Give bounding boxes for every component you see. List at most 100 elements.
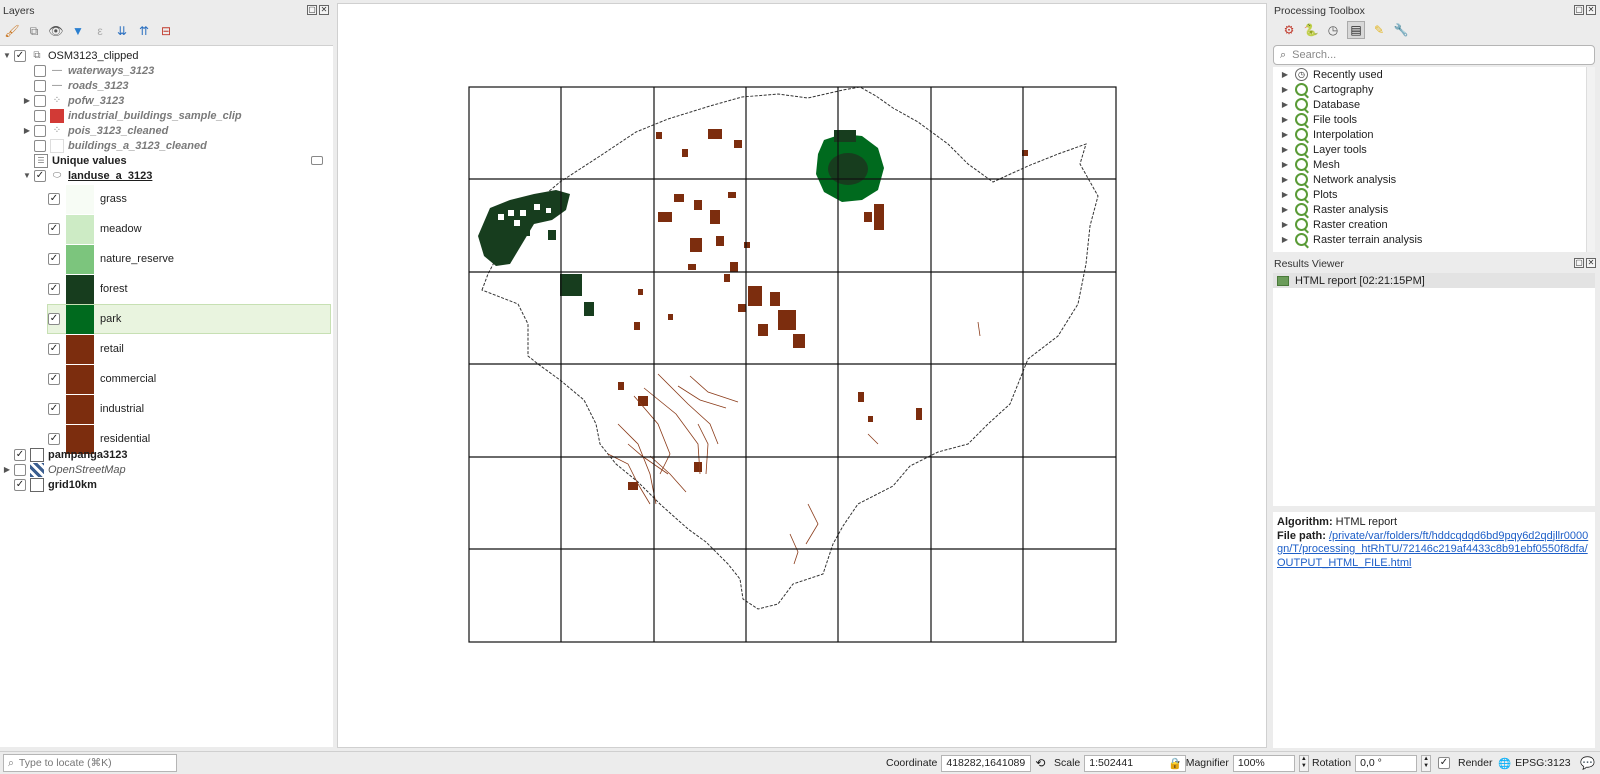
legend-item-industrial[interactable]: ✓ industrial: [48, 394, 331, 424]
toolbox-item-interpolation[interactable]: ▶ Interpolation: [1273, 127, 1595, 142]
legend-checkbox[interactable]: ✓: [48, 283, 60, 295]
legend-checkbox[interactable]: ✓: [48, 373, 60, 385]
legend-checkbox[interactable]: ✓: [48, 343, 60, 355]
coordinate-field[interactable]: 418282,1641089: [941, 754, 1032, 772]
expand-arrow-icon[interactable]: ▶: [3, 465, 11, 474]
expand-arrow-icon[interactable]: ▶: [1281, 70, 1289, 79]
float-panel-icon[interactable]: ▢: [1574, 258, 1584, 268]
expand-arrow-icon[interactable]: ▶: [23, 126, 31, 135]
toolbox-item-raster-creation[interactable]: ▶ Raster creation: [1273, 217, 1595, 232]
layer-group-osm3123[interactable]: ▼ ✓ ⧉ OSM3123_clipped: [0, 48, 139, 63]
layer-checkbox[interactable]: [34, 139, 46, 152]
visibility-eye-icon[interactable]: 👁: [48, 24, 64, 38]
legend-checkbox[interactable]: ✓: [48, 193, 60, 205]
layer-checkbox[interactable]: ✓: [14, 478, 26, 491]
layer-buildings[interactable]: buildings_a_3123_cleaned: [20, 138, 207, 153]
messages-icon[interactable]: 💬: [1580, 756, 1595, 770]
locator-search-input[interactable]: ⌕ Type to locate (⌘K): [3, 754, 177, 772]
legend-checkbox[interactable]: ✓: [48, 223, 60, 235]
edit-features-icon[interactable]: ✎: [1373, 23, 1385, 37]
rotation-spinner[interactable]: ▲ ▼: [1421, 754, 1432, 772]
expand-all-icon[interactable]: ⇊: [116, 24, 128, 38]
expand-arrow-icon[interactable]: ▶: [1281, 205, 1289, 214]
layer-checkbox[interactable]: ✓: [14, 49, 26, 62]
close-panel-icon[interactable]: ✕: [1586, 258, 1596, 268]
expand-arrow-icon[interactable]: ▶: [1281, 100, 1289, 109]
toolbox-item-mesh[interactable]: ▶ Mesh: [1273, 157, 1595, 172]
toolbox-search-input[interactable]: ⌕ Search...: [1273, 45, 1595, 65]
expand-arrow-icon[interactable]: ▶: [1281, 85, 1289, 94]
lock-icon[interactable]: 🔒: [1168, 757, 1182, 770]
float-panel-icon[interactable]: ▢: [1574, 5, 1584, 15]
expand-arrow-icon[interactable]: ▶: [1281, 130, 1289, 139]
expand-arrow-icon[interactable]: ▶: [1281, 175, 1289, 184]
crs-group[interactable]: 🌐 EPSG:3123: [1498, 754, 1571, 772]
toolbox-item-raster-analysis[interactable]: ▶ Raster analysis: [1273, 202, 1595, 217]
options-wrench-icon[interactable]: 🔧: [1393, 23, 1409, 37]
layer-roads[interactable]: — roads_3123: [20, 78, 129, 93]
legend-item-commercial[interactable]: ✓ commercial: [48, 364, 331, 394]
legend-checkbox[interactable]: ✓: [48, 433, 60, 445]
layer-checkbox[interactable]: [34, 94, 46, 107]
legend-checkbox[interactable]: ✓: [48, 313, 60, 325]
toolbox-item-recently-used[interactable]: ▶ ◷ Recently used: [1273, 67, 1595, 82]
toolbox-item-layer-tools[interactable]: ▶ Layer tools: [1273, 142, 1595, 157]
layer-industrial-buildings[interactable]: industrial_buildings_sample_clip: [20, 108, 242, 123]
layer-pofw[interactable]: ▶ ⁘ pofw_3123: [20, 93, 124, 108]
render-checkbox[interactable]: ✓: [1438, 757, 1450, 769]
toolbox-item-plots[interactable]: ▶ Plots: [1273, 187, 1595, 202]
expand-arrow-icon[interactable]: ▶: [23, 96, 31, 105]
layer-checkbox[interactable]: ✓: [14, 448, 26, 461]
layer-waterways[interactable]: — waterways_3123: [20, 63, 154, 78]
layer-checkbox[interactable]: [34, 109, 46, 122]
toolbox-scrollbar[interactable]: [1586, 67, 1595, 252]
layer-checkbox[interactable]: [34, 64, 46, 77]
legend-item-forest[interactable]: ✓ forest: [48, 274, 331, 304]
expand-arrow-icon[interactable]: ▶: [1281, 115, 1289, 124]
toolbox-item-raster-terrain-analysis[interactable]: ▶ Raster terrain analysis: [1273, 232, 1595, 247]
legend-checkbox[interactable]: ✓: [48, 403, 60, 415]
layer-checkbox[interactable]: ✓: [34, 169, 46, 182]
legend-item-park[interactable]: ✓ park: [47, 304, 331, 334]
map-render[interactable]: [338, 4, 1266, 747]
expand-arrow-icon[interactable]: ▶: [1281, 220, 1289, 229]
legend-item-meadow[interactable]: ✓ meadow: [48, 214, 331, 244]
chevron-down-icon[interactable]: ▼: [1173, 758, 1182, 768]
expand-arrow-icon[interactable]: ▶: [1281, 235, 1289, 244]
history-clock-icon[interactable]: ◷: [1327, 23, 1339, 37]
layer-checkbox[interactable]: [14, 463, 26, 476]
file-path-link[interactable]: /private/var/folders/ft/hddcqdqd6bd9pqy6…: [1277, 529, 1589, 569]
add-group-icon[interactable]: ⧉: [29, 23, 39, 38]
layer-pois[interactable]: ▶ ⁘ pois_3123_cleaned: [20, 123, 168, 138]
toolbox-item-cartography[interactable]: ▶ Cartography: [1273, 82, 1595, 97]
expand-arrow-icon[interactable]: ▶: [1281, 190, 1289, 199]
close-panel-icon[interactable]: ✕: [1586, 5, 1596, 15]
rotation-field[interactable]: 0,0 °: [1355, 754, 1418, 772]
float-panel-icon[interactable]: ▢: [307, 5, 317, 15]
legend-checkbox[interactable]: ✓: [48, 253, 60, 265]
legend-item-retail[interactable]: ✓ retail: [48, 334, 331, 364]
toggle-extents-icon[interactable]: ⟲: [1035, 756, 1046, 770]
layer-openstreetmap[interactable]: ▶ OpenStreetMap: [0, 462, 126, 477]
expand-arrow-icon[interactable]: ▶: [1281, 160, 1289, 169]
toolbox-item-network-analysis[interactable]: ▶ Network analysis: [1273, 172, 1595, 187]
python-scripts-icon[interactable]: 🐍: [1303, 23, 1319, 37]
results-item[interactable]: HTML report [02:21:15PM]: [1273, 273, 1595, 288]
legend-item-grass[interactable]: ✓ grass: [48, 184, 331, 214]
legend-toggle-icon[interactable]: [311, 156, 323, 165]
style-brush-icon[interactable]: 🖌: [4, 24, 20, 38]
toolbox-item-database[interactable]: ▶ Database: [1273, 97, 1595, 112]
layer-checkbox[interactable]: [34, 124, 46, 137]
layer-grid10km[interactable]: ✓ grid10km: [0, 477, 97, 492]
magnifier-field[interactable]: 100%: [1232, 754, 1295, 772]
toolbox-item-file-tools[interactable]: ▶ File tools: [1273, 112, 1595, 127]
magnifier-spinner[interactable]: ▲ ▼: [1298, 754, 1309, 772]
expand-arrow-icon[interactable]: ▶: [1281, 145, 1289, 154]
layer-pampanga[interactable]: ✓ pampanga3123: [0, 447, 127, 462]
models-gear-icon[interactable]: ⚙: [1283, 23, 1295, 37]
filter-icon[interactable]: ▼: [72, 24, 84, 38]
results-viewer-icon[interactable]: ▤: [1347, 21, 1365, 39]
layer-landuse[interactable]: ▼ ✓ ⬭ landuse_a_3123: [20, 168, 152, 183]
legend-item-nature-reserve[interactable]: ✓ nature_reserve: [48, 244, 331, 274]
layer-checkbox[interactable]: [34, 79, 46, 92]
